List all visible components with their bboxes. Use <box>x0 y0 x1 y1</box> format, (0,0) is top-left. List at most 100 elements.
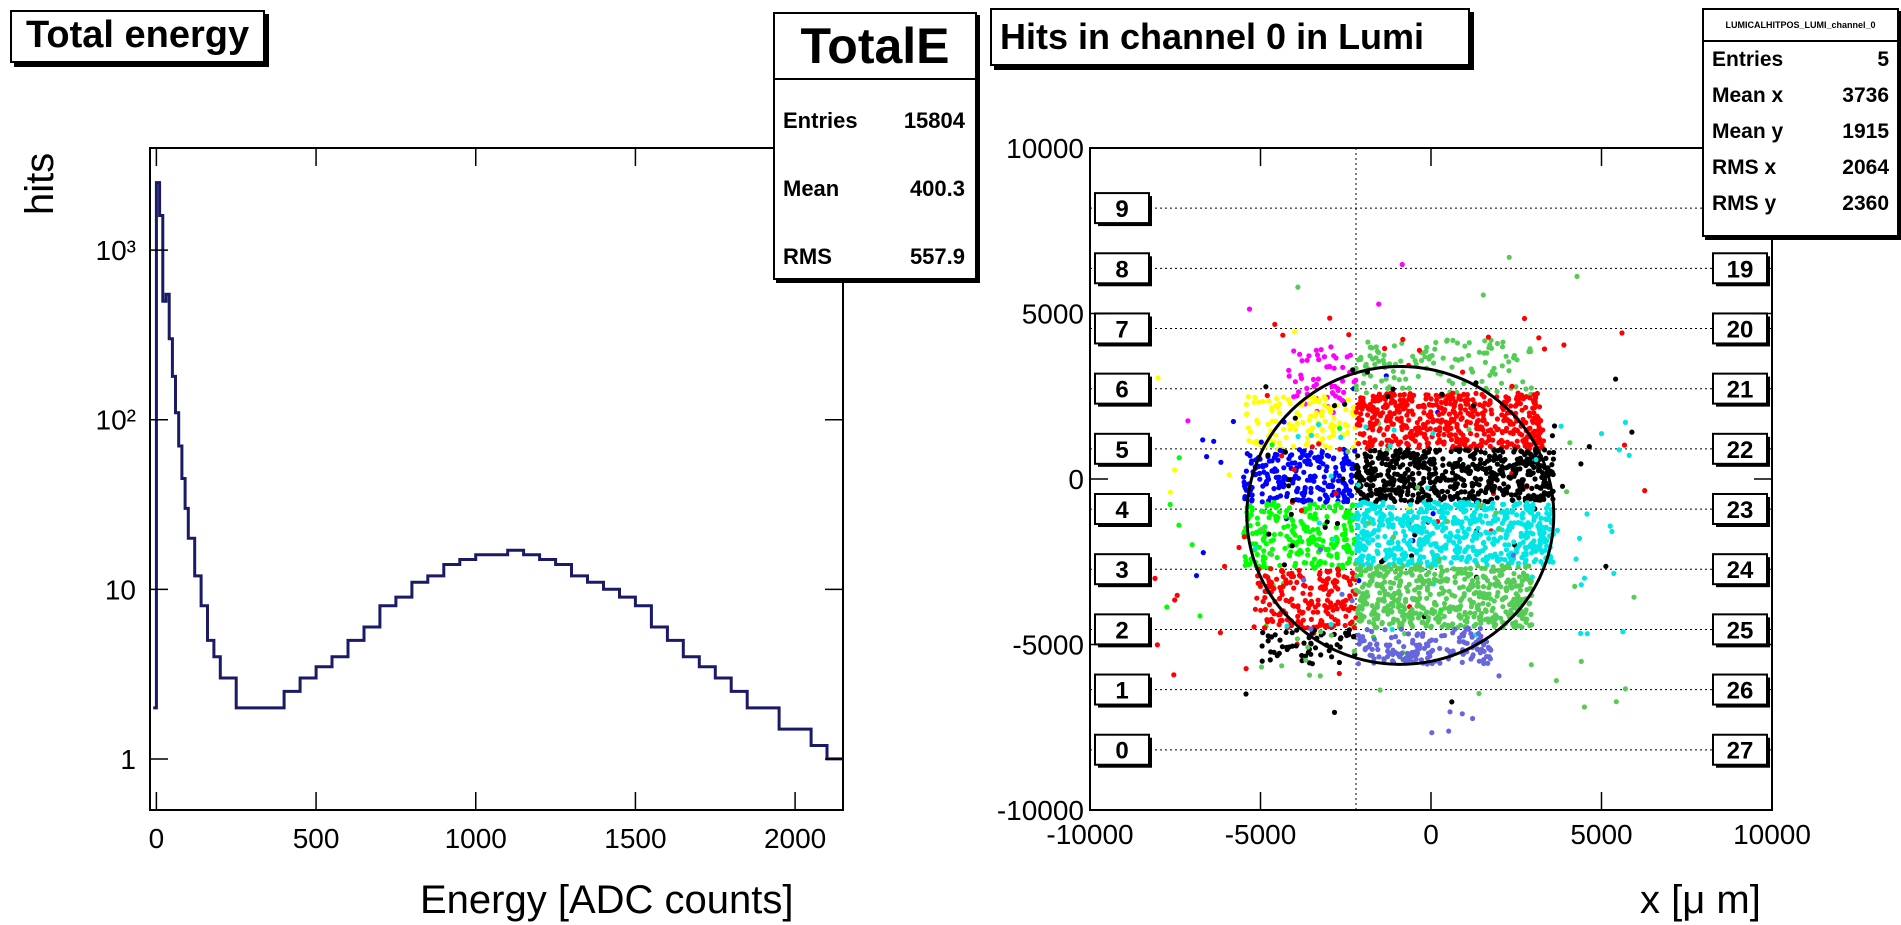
hit-point <box>1242 482 1248 488</box>
hit-point <box>1437 645 1443 652</box>
hit-point <box>1423 623 1429 629</box>
hit-point <box>1294 420 1300 426</box>
hit-point <box>1397 392 1403 398</box>
hit-point <box>1303 498 1309 504</box>
hit-point <box>1317 459 1323 465</box>
hit-point <box>1483 595 1489 601</box>
hit-point <box>1441 441 1447 447</box>
hit-point <box>1494 416 1500 422</box>
hit-point <box>1527 580 1534 586</box>
hit-point <box>1474 432 1480 438</box>
hit-point-outlier <box>1619 330 1625 336</box>
hit-point <box>1404 452 1410 458</box>
hit-point <box>1277 493 1284 499</box>
hit-point <box>1420 494 1426 500</box>
right-y-tick-label: -10000 <box>997 795 1084 826</box>
hit-point <box>1395 590 1401 596</box>
hit-point <box>1445 622 1451 628</box>
hit-point-outlier <box>1316 441 1322 447</box>
hit-point <box>1397 608 1403 615</box>
hit-point <box>1381 352 1387 358</box>
hit-point <box>1464 419 1470 425</box>
hit-point <box>1412 438 1418 444</box>
hit-point <box>1434 544 1440 550</box>
hit-point <box>1279 591 1285 598</box>
hit-point <box>1454 439 1460 445</box>
hit-point <box>1269 405 1275 411</box>
hit-point <box>1391 616 1397 622</box>
hit-point <box>1443 545 1449 551</box>
hit-point-outlier <box>1416 347 1422 353</box>
hit-point <box>1494 340 1500 347</box>
hit-point <box>1546 512 1552 519</box>
hit-point <box>1312 413 1318 419</box>
hit-point <box>1505 562 1511 569</box>
hit-point <box>1482 489 1489 496</box>
hit-point <box>1422 354 1428 360</box>
hit-point <box>1353 409 1359 415</box>
hit-point <box>1480 540 1486 547</box>
hit-point <box>1348 478 1354 484</box>
hit-point <box>1512 492 1518 498</box>
hit-point <box>1476 658 1482 664</box>
hit-point <box>1482 400 1488 406</box>
hit-point-outlier <box>1379 559 1385 565</box>
hit-point-outlier <box>1553 678 1559 684</box>
hit-point <box>1342 526 1348 533</box>
hit-point <box>1443 576 1449 582</box>
hit-point <box>1370 439 1376 445</box>
hit-point <box>1452 593 1458 599</box>
hit-point-outlier <box>1528 662 1534 668</box>
hit-point <box>1382 487 1388 493</box>
hit-point <box>1417 557 1423 563</box>
hit-point-outlier <box>1622 686 1628 692</box>
hit-point <box>1462 576 1468 582</box>
hit-point-outlier <box>1328 614 1335 620</box>
hit-point <box>1363 390 1369 396</box>
hit-point <box>1511 449 1517 455</box>
hit-point <box>1373 344 1379 350</box>
hit-point <box>1337 644 1343 650</box>
channel-box-right <box>1712 493 1768 525</box>
hit-point <box>1364 627 1370 633</box>
hit-point <box>1378 472 1384 478</box>
hit-point <box>1519 482 1525 488</box>
hit-point <box>1374 348 1380 354</box>
hit-point <box>1475 418 1481 424</box>
hit-point <box>1367 353 1373 359</box>
hit-point <box>1296 447 1303 453</box>
hit-point <box>1494 461 1500 467</box>
hit-point <box>1250 541 1256 547</box>
hit-point <box>1342 531 1348 537</box>
hit-point <box>1428 409 1434 415</box>
hit-point <box>1468 431 1474 437</box>
hit-point <box>1497 453 1503 460</box>
hit-point-outlier <box>1230 418 1236 425</box>
right-chart-title: Hits in channel 0 in Lumi <box>990 8 1470 66</box>
right-x-tick-label: -5000 <box>1225 819 1297 850</box>
hit-point <box>1437 660 1443 666</box>
hit-point <box>1490 500 1496 506</box>
hit-point <box>1279 644 1285 650</box>
hit-point <box>1440 456 1446 462</box>
hit-point <box>1398 565 1404 571</box>
hit-point <box>1475 525 1481 531</box>
hit-point <box>1499 563 1505 569</box>
hit-point <box>1341 446 1347 452</box>
hit-point-outlier <box>1266 515 1272 521</box>
hit-point <box>1271 532 1277 538</box>
hit-point <box>1485 660 1491 666</box>
hit-point <box>1550 456 1556 462</box>
hit-point <box>1331 544 1337 551</box>
hit-point <box>1307 401 1313 407</box>
hit-point <box>1501 481 1507 487</box>
hit-point <box>1405 588 1411 594</box>
hit-point-outlier <box>1446 461 1453 467</box>
hit-point <box>1391 410 1397 417</box>
hit-point <box>1300 419 1306 426</box>
hit-point-outlier <box>1269 551 1275 558</box>
hit-point <box>1396 653 1402 660</box>
hit-point <box>1448 432 1454 438</box>
hit-point <box>1439 521 1445 528</box>
channel-box-left-label: 6 <box>1115 377 1128 404</box>
